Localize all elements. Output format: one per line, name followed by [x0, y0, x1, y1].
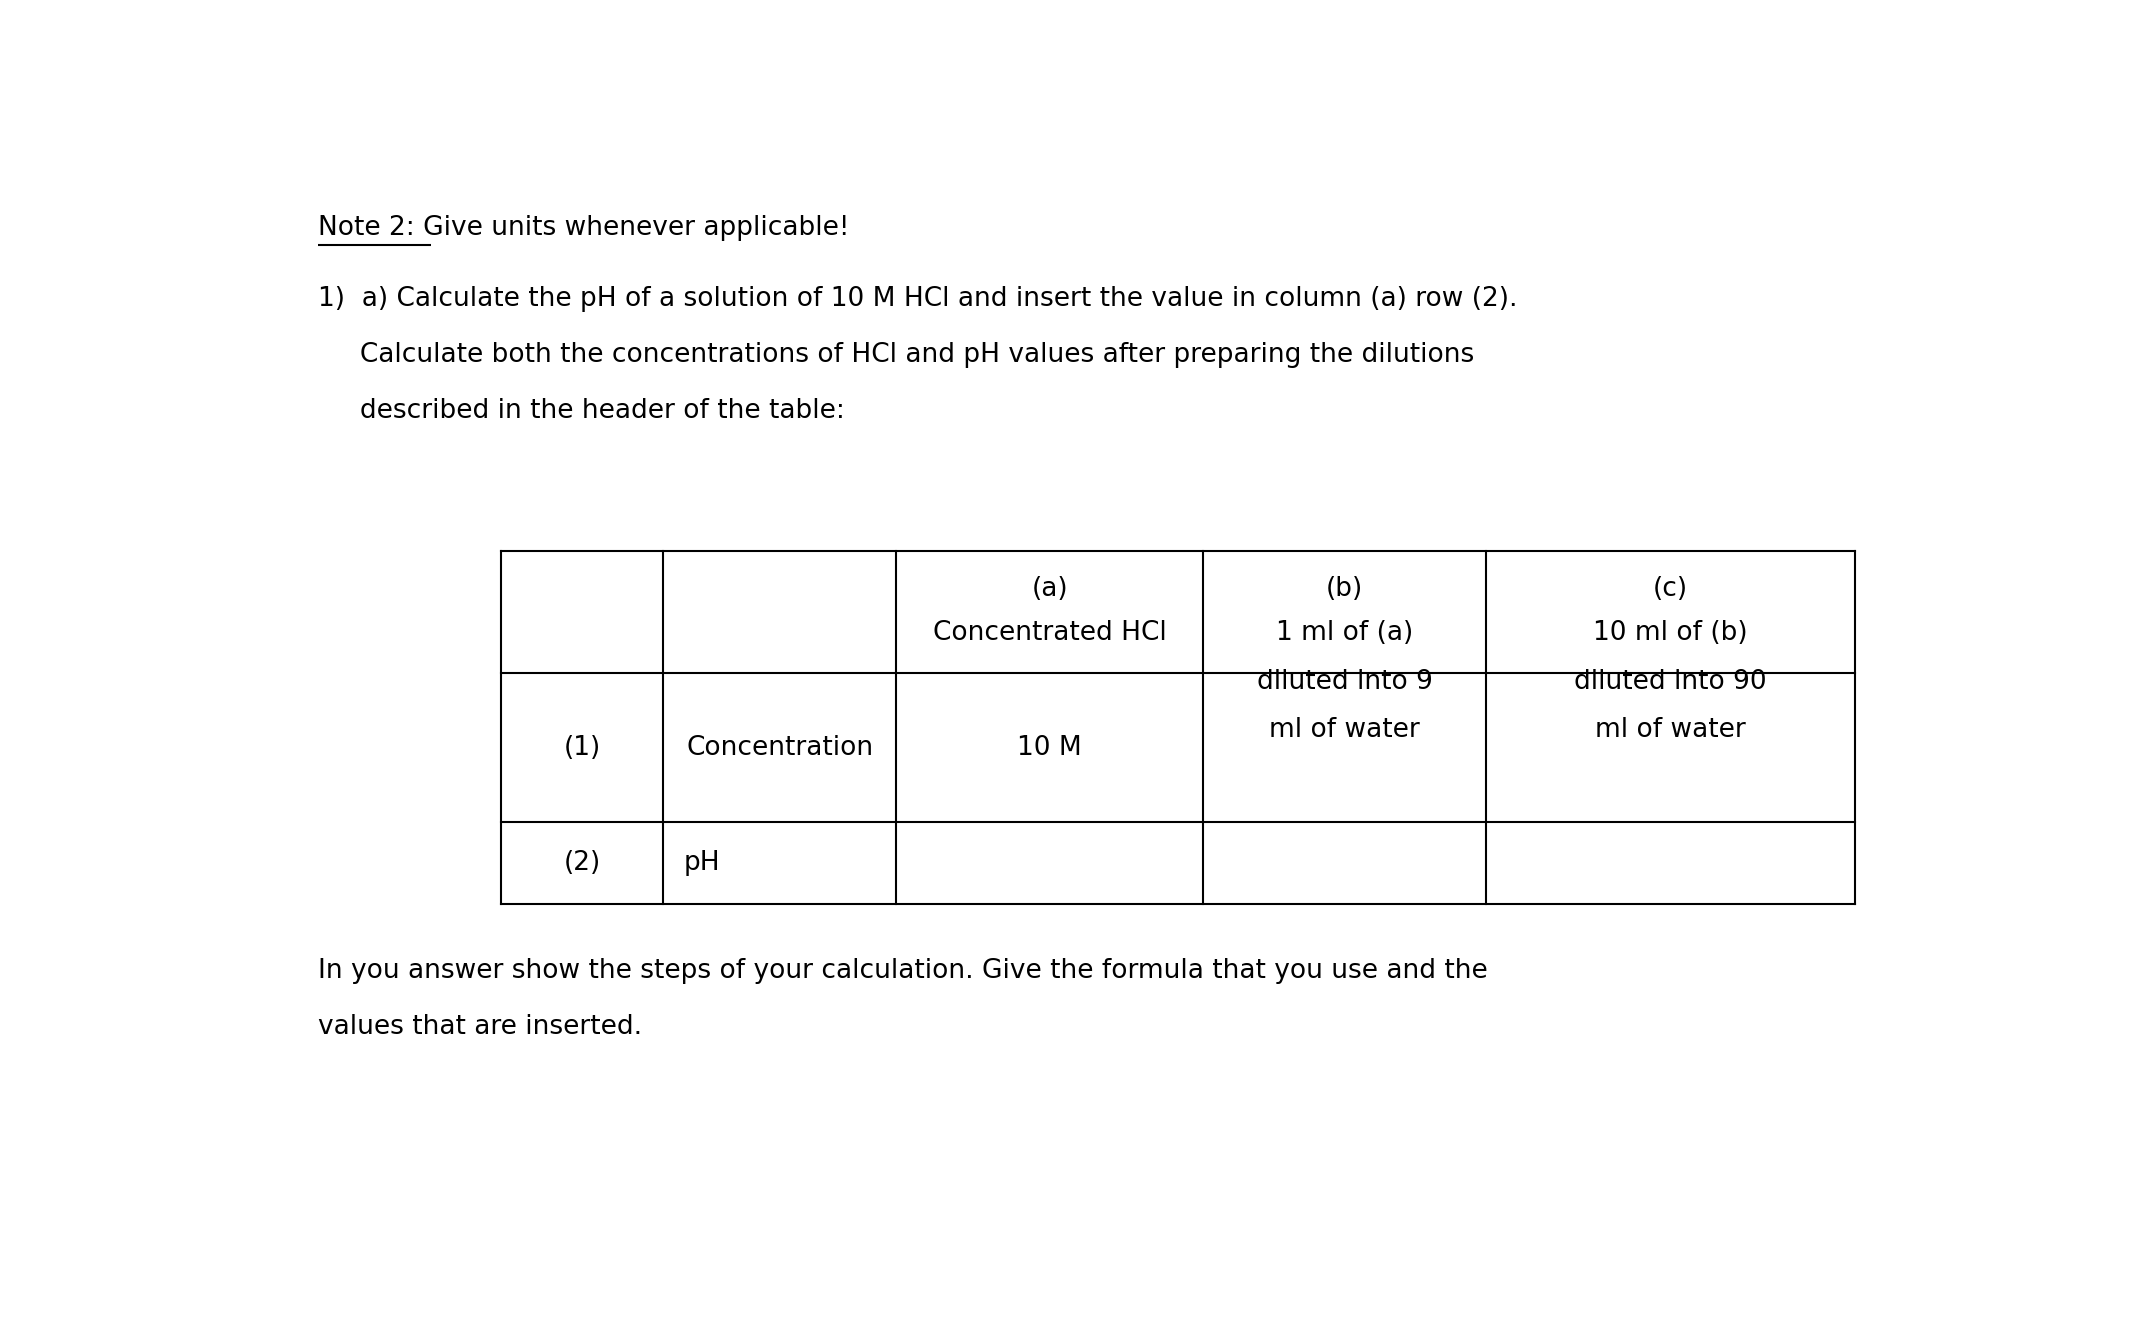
Text: 1 ml of (a): 1 ml of (a)	[1276, 620, 1413, 645]
Text: (a): (a)	[1031, 576, 1068, 602]
Text: (c): (c)	[1653, 576, 1687, 602]
Text: 10 ml of (b): 10 ml of (b)	[1593, 620, 1747, 645]
Text: diluted into 90: diluted into 90	[1574, 669, 1767, 694]
Text: 10 M: 10 M	[1018, 735, 1083, 760]
Text: ml of water: ml of water	[1269, 718, 1419, 743]
Text: In you answer show the steps of your calculation. Give the formula that you use : In you answer show the steps of your cal…	[317, 957, 1488, 984]
Text: diluted into 9: diluted into 9	[1256, 669, 1432, 694]
Text: (1): (1)	[564, 735, 600, 760]
Text: (b): (b)	[1327, 576, 1364, 602]
Text: Concentration: Concentration	[686, 735, 873, 760]
Text: pH: pH	[684, 850, 720, 876]
Text: Calculate both the concentrations of HCl and pH values after preparing the dilut: Calculate both the concentrations of HCl…	[317, 342, 1475, 368]
Text: ml of water: ml of water	[1595, 718, 1745, 743]
Text: (2): (2)	[564, 850, 600, 876]
Text: 1)  a) Calculate the pH of a solution of 10 M HCl and insert the value in column: 1) a) Calculate the pH of a solution of …	[317, 286, 1518, 312]
Text: Note 2: Give units whenever applicable!: Note 2: Give units whenever applicable!	[317, 214, 849, 241]
Text: described in the header of the table:: described in the header of the table:	[317, 398, 845, 424]
Text: values that are inserted.: values that are inserted.	[317, 1014, 641, 1039]
Text: Concentrated HCl: Concentrated HCl	[933, 620, 1166, 645]
